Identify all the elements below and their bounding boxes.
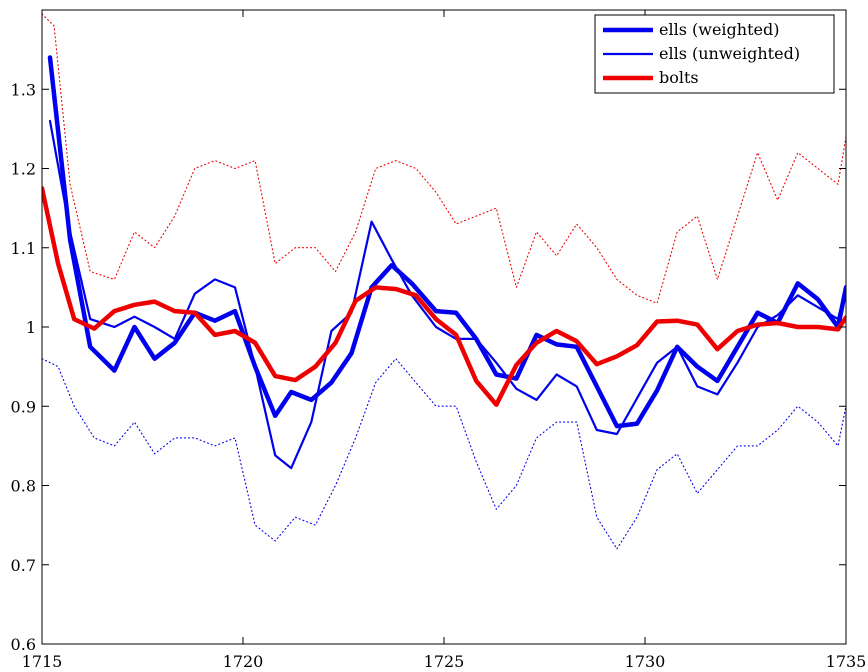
confidence-band-line-3 bbox=[42, 13, 846, 304]
y-tick-label: 1 bbox=[26, 318, 36, 337]
legend-label: ells (unweighted) bbox=[659, 44, 800, 63]
series-layer bbox=[42, 13, 846, 550]
y-tick-label: 0.6 bbox=[11, 635, 36, 654]
y-tick-label: 1.1 bbox=[11, 239, 36, 258]
x-tick-label: 1730 bbox=[625, 652, 666, 671]
legend-label: ells (weighted) bbox=[659, 20, 779, 39]
series-line-ells-weighted bbox=[47, 55, 846, 429]
legend: ells (weighted) ells (unweighted) bolts bbox=[594, 14, 835, 94]
y-tick-label: 0.8 bbox=[11, 477, 36, 496]
y-tick-label: 0.7 bbox=[11, 556, 36, 575]
x-tick-label: 1720 bbox=[223, 652, 264, 671]
y-tick-label: 1.2 bbox=[11, 160, 36, 179]
series-line-ells-unweighted bbox=[48, 119, 846, 470]
y-tick-label: 1.3 bbox=[11, 80, 36, 99]
x-tick-label: 1725 bbox=[424, 652, 465, 671]
axis-layer: 1715 1720 1725 1730 1735 0.6 0.7 0.8 0.9 1 1.1 1.2 1… bbox=[11, 10, 867, 671]
series-line-bolts bbox=[42, 186, 846, 407]
x-tick-label: 1735 bbox=[826, 652, 867, 671]
y-tick-label: 0.9 bbox=[11, 397, 36, 416]
x-tick-label: 1715 bbox=[22, 652, 63, 671]
confidence-band-line-4 bbox=[42, 358, 846, 550]
legend-label: bolts bbox=[659, 68, 699, 87]
